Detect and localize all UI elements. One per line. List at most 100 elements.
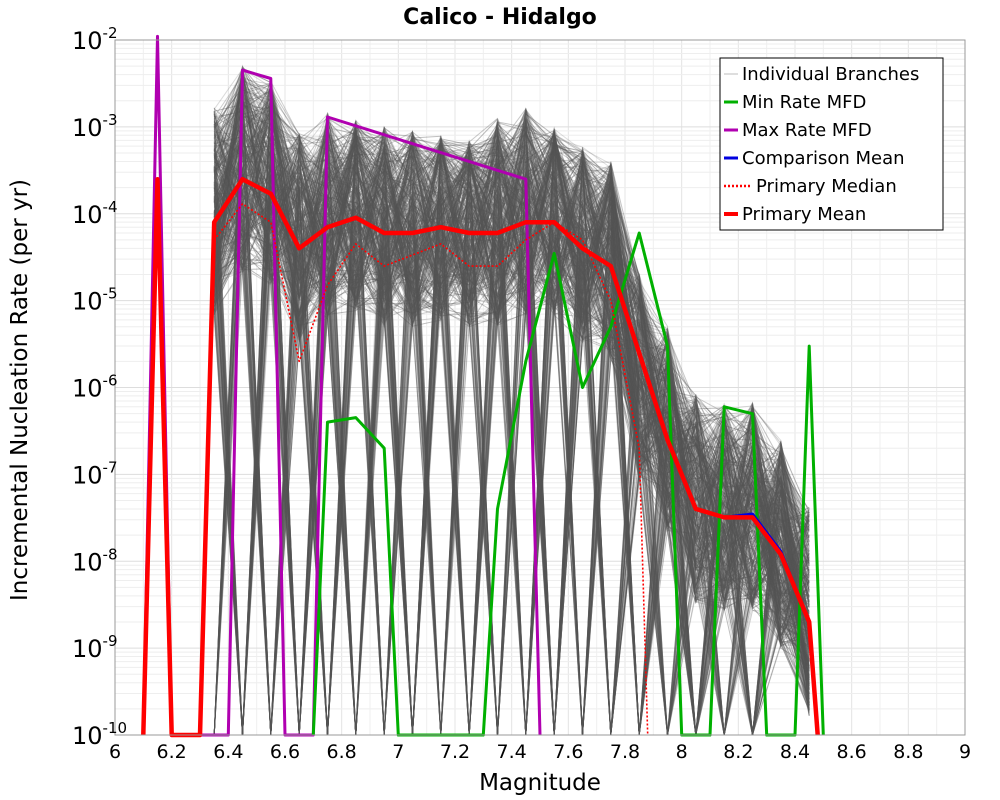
x-tick-label: 8.6 (837, 741, 867, 763)
branch-line (213, 134, 810, 736)
branch-line (213, 133, 810, 703)
branch-line (213, 86, 810, 736)
branch-line (213, 125, 810, 736)
branch-line (213, 132, 810, 736)
branch-line (213, 130, 810, 736)
branch-line (213, 73, 810, 736)
branch-line (213, 109, 810, 736)
branch-line (213, 115, 810, 736)
branch-line (213, 129, 810, 736)
branch-line (213, 117, 810, 736)
branch-line (213, 126, 810, 736)
branch-line (213, 134, 810, 736)
branch-line (213, 142, 810, 736)
branch-line (213, 145, 810, 736)
branch-line (213, 125, 810, 736)
branch-line (213, 139, 810, 736)
branch-line (213, 125, 810, 736)
branch-line (214, 114, 810, 736)
branch-line (213, 146, 810, 736)
branch-line (213, 85, 810, 736)
branch-line (213, 123, 810, 602)
branch-line (213, 87, 810, 736)
branch-line (213, 150, 810, 736)
branch-line (213, 138, 810, 736)
branch-line (213, 84, 810, 736)
branch-line (213, 118, 810, 736)
branch-line (213, 133, 810, 736)
branch-line (213, 105, 810, 736)
y-tick-label: 10-9 (72, 632, 118, 663)
x-tick-label: 7 (392, 741, 404, 763)
branch-line (213, 94, 810, 736)
y-axis-ticks: 10-10 10-9 10-8 10-7 10-6 10-5 10-4 10-3 10-2 (72, 24, 127, 750)
branch-line (213, 83, 810, 579)
branch-line (213, 106, 810, 736)
branch-line (213, 76, 810, 736)
branch-line (213, 131, 810, 651)
branch-line (213, 127, 810, 736)
branch-line (213, 84, 810, 678)
branch-line (213, 149, 810, 736)
branch-line (213, 125, 810, 736)
branch-line (213, 128, 810, 736)
branch-line (213, 131, 810, 736)
branch-line (213, 147, 810, 736)
branch-line (213, 124, 810, 711)
branch-line (213, 136, 810, 736)
branch-line (213, 143, 810, 736)
branch-line (213, 90, 810, 736)
branch-line (213, 109, 810, 736)
branch-line (213, 85, 810, 736)
branch-line (213, 142, 810, 736)
branch-line (213, 78, 810, 736)
branch-line (213, 146, 810, 736)
chart-title: Calico - Hidalgo (403, 5, 597, 30)
legend: Individual Branches Min Rate MFD Max Rate … (719, 57, 944, 231)
branch-line (213, 103, 810, 736)
branch-line (213, 232, 810, 736)
branch-line (213, 126, 810, 736)
branch-line (213, 98, 810, 736)
x-tick-label: 7.2 (440, 741, 470, 763)
branch-line (213, 87, 810, 736)
branch-line (213, 93, 810, 736)
branch-line (213, 105, 810, 736)
branch-line (214, 109, 810, 736)
branch-line (214, 127, 810, 736)
branch-line (213, 90, 810, 736)
branch-line (213, 79, 810, 594)
branch-line (213, 153, 810, 736)
branch-line (213, 86, 810, 736)
branch-line (213, 97, 810, 617)
y-tick-label: 10-3 (72, 111, 118, 142)
branch-line (213, 111, 810, 736)
branch-line (213, 77, 810, 736)
branch-line (213, 130, 810, 736)
branch-line (214, 145, 810, 716)
branch-line (213, 159, 810, 736)
branch-line (213, 137, 810, 736)
branch-line (213, 130, 810, 736)
branch-line (213, 125, 810, 551)
branch-line (213, 128, 810, 736)
branch-line (213, 135, 810, 736)
branch-line (213, 100, 810, 736)
branch-line (213, 100, 810, 736)
branch-line (213, 68, 810, 736)
branch-line (213, 150, 810, 736)
y-tick-label: 10-4 (72, 198, 118, 229)
branch-line (213, 105, 810, 736)
branch-line (213, 137, 810, 736)
branch-line (213, 117, 810, 736)
branch-line (213, 113, 810, 600)
branch-line (213, 119, 810, 567)
branch-line (214, 85, 810, 736)
branch-line (213, 68, 810, 736)
branch-line (213, 108, 810, 736)
branch-line (213, 134, 810, 736)
branch-line (213, 84, 810, 736)
branch-line (213, 125, 810, 736)
branch-line (213, 127, 810, 736)
x-tick-label: 6.2 (157, 741, 187, 763)
